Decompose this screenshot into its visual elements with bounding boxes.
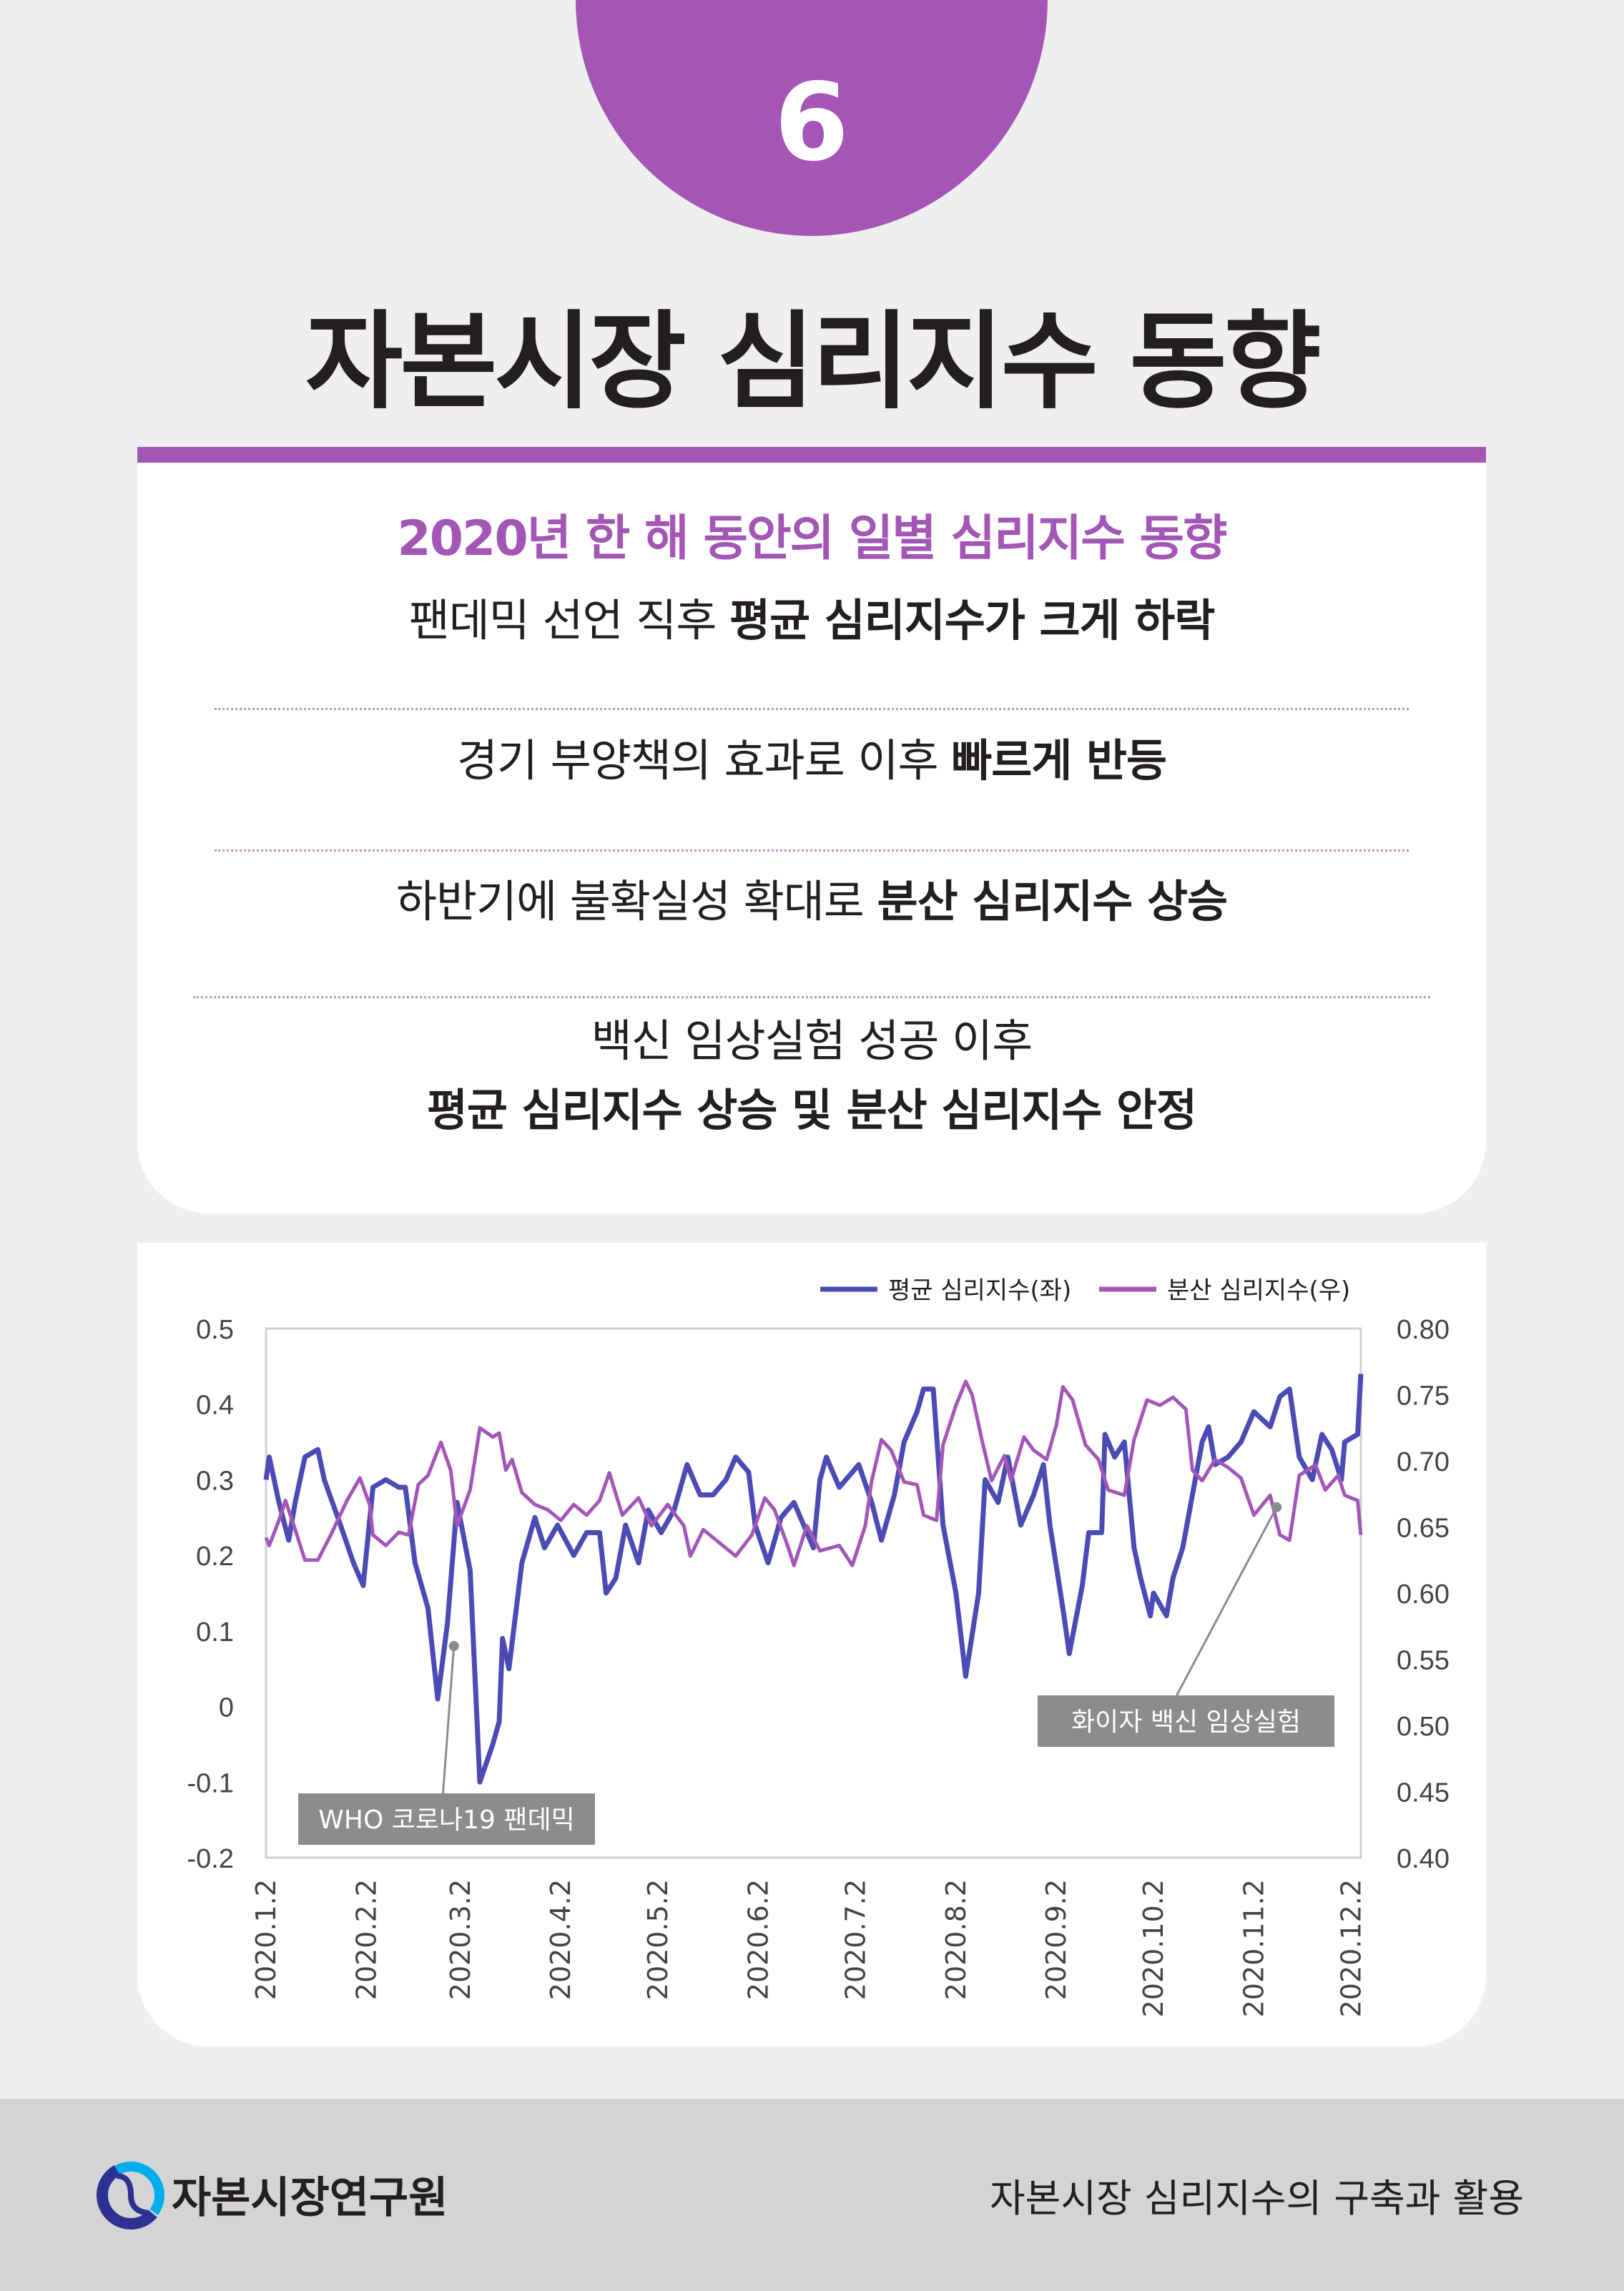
y-left-tick-label: 0.1: [196, 1617, 234, 1647]
x-tick-label: 2020.9.2: [1040, 1879, 1072, 2000]
divider: [215, 708, 1409, 710]
line-text: 하반기에 불확실성 확대로: [395, 875, 877, 927]
mean-sentiment-line: [263, 1374, 1364, 1785]
summary-line-2: 경기 부양책의 효과로 이후 빠르게 반등: [137, 724, 1486, 789]
summary-card: 2020년 한 해 동안의 일별 심리지수 동향 팬데믹 선언 직후 평균 심리…: [137, 463, 1486, 1213]
x-tick-label: 2020.7.2: [840, 1879, 871, 2000]
y-right-tick-label: 0.55: [1397, 1646, 1450, 1676]
line-text: 팬데믹 선언 직후: [408, 594, 730, 646]
y-left-tick-label: -0.1: [187, 1768, 234, 1798]
annotation-box: [298, 1793, 595, 1845]
x-tick-label: 2020.8.2: [940, 1879, 972, 2000]
y-right-tick-label: 0.80: [1397, 1315, 1450, 1345]
y-left-tick-label: 0.2: [196, 1542, 234, 1572]
annotation-label: WHO 코로나19 팬데믹: [318, 1805, 574, 1835]
page-title: 자본시장 심리지수 동향: [305, 300, 1322, 423]
summary-line-4-emphasis: 평균 심리지수 상승 및 분산 심리지수 안정: [426, 1084, 1197, 1136]
y-left-tick-label: -0.2: [187, 1844, 234, 1874]
x-tick-label: 2020.12.2: [1335, 1879, 1367, 2017]
plot-frame: [265, 1327, 1362, 1859]
kcmi-logo-icon: [97, 2161, 165, 2230]
divider: [193, 996, 1430, 998]
footer: 자본시장연구원 자본시장 심리지수의 구축과 활용: [0, 2099, 1624, 2291]
summary-line-1: 팬데믹 선언 직후 평균 심리지수가 크게 하락: [137, 584, 1486, 649]
x-tick-label: 2020.5.2: [642, 1879, 674, 2000]
report-title: 자본시장 심리지수의 구축과 활용: [989, 2176, 1524, 2221]
y-left-tick-label: 0.4: [196, 1391, 234, 1421]
annotation-leader: [442, 1645, 456, 1794]
annotation-label: 화이자 백신 임상실험: [1071, 1708, 1301, 1737]
x-tick-label: 2020.3.2: [445, 1879, 476, 2000]
y-left-tick-label: 0: [219, 1693, 234, 1723]
y-right-tick-label: 0.60: [1397, 1580, 1450, 1610]
x-tick-label: 2020.2.2: [350, 1879, 382, 2000]
summary-line-3: 하반기에 불확실성 확대로 분산 심리지수 상승: [137, 865, 1486, 930]
x-tick-label: 2020.4.2: [545, 1879, 576, 2000]
y-right-tick-label: 0.50: [1397, 1712, 1450, 1742]
y-right-tick-label: 0.45: [1397, 1778, 1450, 1808]
annotation-leader: [1176, 1507, 1278, 1696]
org-name: 자본시장연구원: [172, 2173, 448, 2223]
x-tick-label: 2020.11.2: [1239, 1879, 1270, 2017]
y-right-tick-label: 0.65: [1397, 1514, 1450, 1544]
section-number: 6: [774, 61, 850, 185]
y-left-tick-label: 0.3: [196, 1466, 234, 1496]
line-text: 경기 부양책의 효과로 이후: [456, 734, 952, 787]
line-emphasis: 빠르게 반등: [951, 734, 1167, 787]
line-emphasis: 분산 심리지수 상승: [877, 875, 1228, 927]
x-tick-label: 2020.6.2: [742, 1879, 774, 2000]
chart-card: 0.5 0.4 0.3 0.2 0.1 0 -0.1 -0.2 0.80 0.75 0.70 0.65…: [137, 1243, 1486, 2046]
y-right-tick-label: 0.40: [1397, 1844, 1450, 1874]
annotation-box: [1038, 1695, 1334, 1747]
accent-bar: [137, 447, 1486, 463]
variance-sentiment-line: [264, 1379, 1363, 1567]
x-tick-label: 2020.1.2: [250, 1879, 282, 2000]
line-emphasis: 평균 심리지수가 크게 하락: [729, 594, 1215, 646]
annotation-dot: [1271, 1502, 1282, 1512]
x-tick-label: 2020.10.2: [1138, 1879, 1169, 2017]
annotation-dot: [448, 1641, 459, 1651]
y-left-tick-label: 0.5: [196, 1315, 234, 1345]
summary-line-4: 백신 임상실험 성공 이후: [591, 1015, 1033, 1067]
y-right-tick-label: 0.75: [1397, 1381, 1450, 1411]
y-right-tick-label: 0.70: [1397, 1447, 1450, 1477]
legend-label: 분산 심리지수(우): [1167, 1276, 1350, 1305]
sentiment-line-chart: 0.5 0.4 0.3 0.2 0.1 0 -0.1 -0.2 0.80 0.75 0.70 0.65…: [187, 1276, 1450, 2017]
legend-label: 평균 심리지수(좌): [888, 1276, 1071, 1305]
summary-subtitle: 2020년 한 해 동안의 일별 심리지수 동향: [397, 511, 1227, 567]
divider: [215, 849, 1409, 852]
